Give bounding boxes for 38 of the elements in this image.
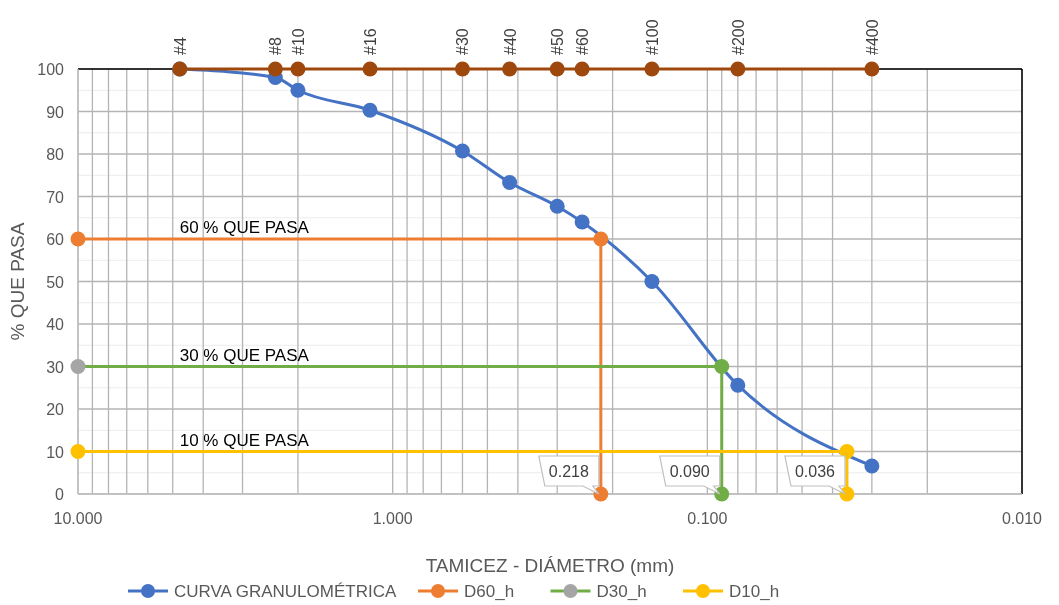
x-tick-label: 1.000	[372, 510, 413, 527]
y-tick-label: 80	[46, 146, 65, 163]
annotation: 10 % QUE PASA	[179, 430, 310, 450]
annotation: #10	[289, 28, 307, 55]
y-axis-title: % QUE PASA	[7, 222, 28, 341]
y-tick-label: 40	[46, 316, 65, 333]
annotation: #40	[501, 28, 519, 55]
annotation: #4	[171, 37, 189, 55]
y-tick-label: 100	[37, 61, 65, 78]
y-tick-label: 90	[46, 103, 65, 121]
y-tick-label: 10	[46, 443, 65, 461]
annotation: #60	[574, 28, 592, 55]
x-axis-title: TAMICEZ - DIÁMETRO (mm)	[425, 555, 675, 576]
y-tick-label: 60	[46, 231, 65, 248]
x-tick-label: 0.010	[1001, 510, 1043, 527]
annotation: 60 % QUE PASA	[179, 218, 310, 237]
legend-label: CURVA GRANULOMÉTRICA	[174, 582, 397, 601]
y-tick-label: 50	[46, 273, 65, 291]
annotation: 0.218	[548, 463, 589, 480]
annotation: #400	[863, 19, 881, 55]
y-tick-label: 70	[46, 188, 65, 206]
x-tick-label: 10.000	[53, 510, 103, 527]
legend-label: D10_h	[729, 582, 780, 601]
y-tick-label: 30	[46, 358, 65, 376]
legend-label: D60_h	[464, 582, 515, 601]
annotation: #100	[643, 19, 661, 55]
y-tick-label: 0	[55, 486, 65, 503]
legend-label: D30_h	[596, 582, 647, 601]
y-tick-label: 20	[46, 401, 65, 418]
annotation: 0.090	[669, 463, 710, 480]
x-tick-label: 0.100	[687, 510, 728, 527]
annotation: #50	[549, 28, 567, 55]
annotation: #8	[267, 37, 285, 55]
annotation: 0.036	[794, 463, 836, 480]
annotation: 30 % QUE PASA	[179, 345, 310, 365]
annotation: #30	[454, 28, 472, 55]
annotation: #16	[362, 28, 380, 55]
annotation: #200	[729, 19, 747, 55]
